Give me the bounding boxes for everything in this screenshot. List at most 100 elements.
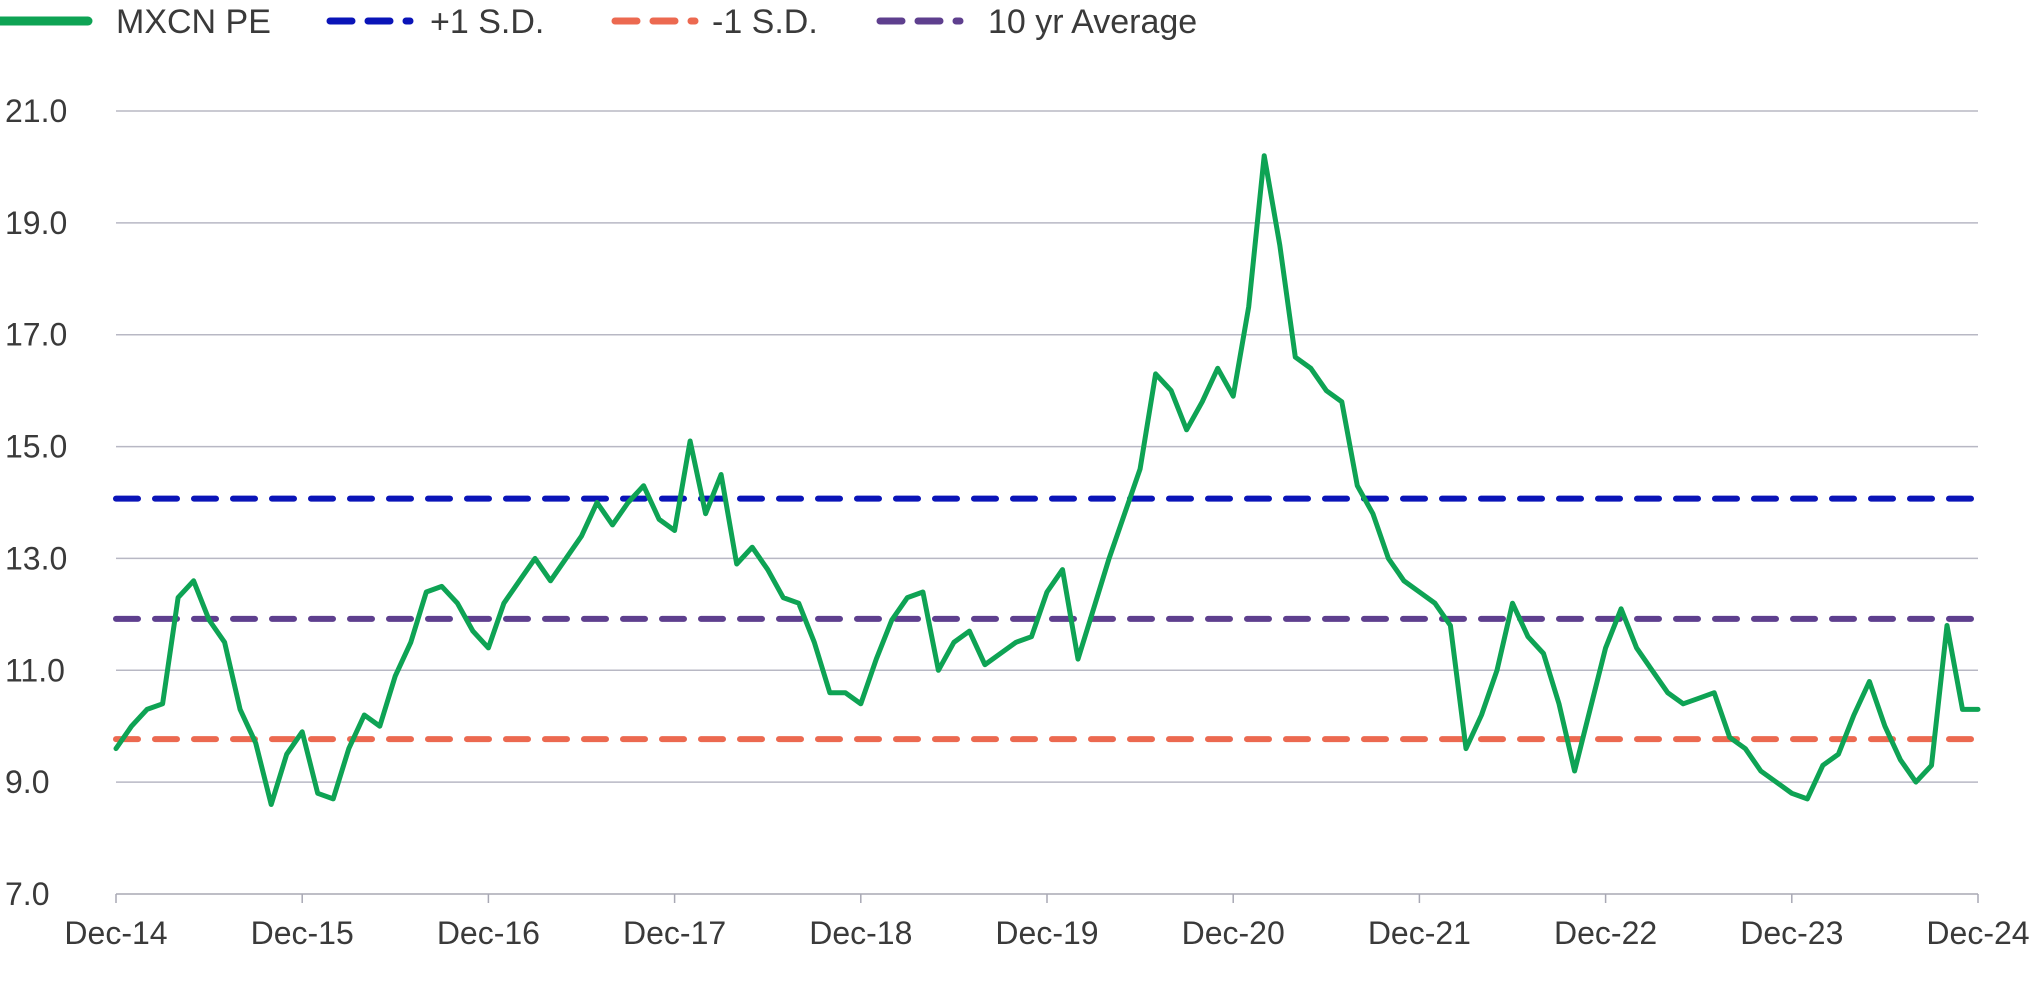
x-tick-label: Dec-22 (1554, 915, 1657, 951)
legend: MXCN PE +1 S.D. -1 S.D. 10 yr Average (0, 3, 1197, 41)
data-point-mxcn-pe (736, 563, 738, 565)
data-point-mxcn-pe (301, 731, 303, 733)
x-tick-label: Dec-24 (1926, 915, 2029, 951)
data-point-mxcn-pe (1837, 753, 1839, 755)
data-point-mxcn-pe (1962, 708, 1963, 710)
data-point-mxcn-pe (1418, 591, 1420, 593)
series-line-mxcn-pe (113, 153, 1981, 807)
data-point-mxcn-pe (1775, 781, 1777, 783)
data-point-mxcn-pe (674, 530, 676, 531)
data-point-mxcn-pe (348, 748, 350, 750)
y-tick-label: 13.0 (5, 540, 67, 576)
data-point-mxcn-pe (922, 591, 924, 593)
data-point-mxcn-pe (798, 602, 800, 604)
data-point-mxcn-pe (1248, 306, 1250, 308)
data-point-mxcn-pe (751, 546, 753, 548)
legend-label-minus-1-sd: -1 S.D. (712, 3, 818, 41)
data-point-mxcn-pe (1263, 155, 1265, 157)
data-point-mxcn-pe (1015, 641, 1017, 643)
data-point-mxcn-pe (1310, 367, 1312, 369)
data-point-mxcn-pe (720, 474, 722, 475)
data-point-mxcn-pe (1325, 390, 1327, 392)
x-tick-label: Dec-15 (251, 915, 354, 951)
data-point-mxcn-pe (1822, 764, 1824, 766)
data-point-mxcn-pe (1682, 703, 1684, 705)
data-point-mxcn-pe (813, 641, 815, 643)
y-tick-label: 7.0 (5, 876, 49, 912)
data-point-mxcn-pe (705, 513, 707, 515)
data-point-mxcn-pe (643, 485, 645, 487)
data-point-mxcn-pe (1201, 401, 1203, 403)
data-point-mxcn-pe (1806, 798, 1808, 800)
data-point-mxcn-pe (1155, 373, 1157, 375)
legend-label-mxcn-pe: MXCN PE (116, 3, 271, 41)
data-point-mxcn-pe (1729, 736, 1731, 738)
data-point-mxcn-pe (1760, 770, 1762, 772)
data-point-mxcn-pe (1093, 608, 1095, 610)
data-point-mxcn-pe (1186, 429, 1188, 431)
x-axis: Dec-14 Dec-15 Dec-16 Dec-17 Dec-18 Dec-19 Dec-… (64, 893, 2030, 951)
data-point-mxcn-pe (394, 675, 396, 677)
data-point-mxcn-pe (937, 669, 939, 671)
data-point-mxcn-pe (767, 569, 769, 571)
data-point-mxcn-pe (1046, 591, 1048, 593)
data-point-mxcn-pe (363, 714, 365, 716)
x-tick-label: Dec-19 (995, 915, 1098, 951)
legend-item-plus-1-sd: +1 S.D. (326, 3, 544, 41)
data-point-mxcn-pe (906, 597, 908, 599)
data-point-mxcn-pe (1294, 356, 1296, 358)
data-point-mxcn-pe (1077, 658, 1079, 660)
data-point-mxcn-pe (1915, 781, 1917, 783)
data-point-mxcn-pe (1512, 602, 1513, 604)
data-point-mxcn-pe (1744, 748, 1746, 750)
legend-label-plus-1-sd: +1 S.D. (430, 3, 544, 41)
data-point-mxcn-pe (146, 708, 148, 710)
data-point-mxcn-pe (596, 502, 598, 503)
data-point-mxcn-pe (1667, 692, 1669, 694)
data-point-mxcn-pe (425, 591, 427, 593)
data-point-mxcn-pe (472, 630, 474, 632)
data-point-mxcn-pe (689, 440, 691, 442)
data-point-mxcn-pe (379, 725, 381, 727)
data-point-mxcn-pe (193, 580, 195, 582)
data-point-mxcn-pe (1481, 714, 1482, 716)
data-point-mxcn-pe (1651, 669, 1653, 671)
data-point-mxcn-pe (999, 653, 1001, 654)
data-point-mxcn-pe (1170, 390, 1172, 392)
data-point-mxcn-pe (1403, 580, 1405, 582)
data-point-mxcn-pe (1558, 703, 1560, 705)
data-point-mxcn-pe (1356, 485, 1358, 487)
data-point-mxcn-pe (1341, 401, 1343, 403)
x-tick-label: Dec-14 (64, 915, 167, 951)
data-point-mxcn-pe (1217, 367, 1219, 369)
data-point-mxcn-pe (332, 798, 334, 800)
data-point-mxcn-pe (270, 804, 272, 805)
data-point-mxcn-pe (286, 753, 288, 755)
data-point-mxcn-pe (1931, 764, 1932, 766)
data-point-mxcn-pe (1108, 557, 1110, 559)
gridlines (116, 110, 1978, 783)
data-point-mxcn-pe (177, 597, 179, 599)
legend-label-10yr-average: 10 yr Average (988, 3, 1197, 41)
y-axis: 7.0 9.0 11.0 13.0 15.0 17.0 19.0 21.0 (5, 93, 67, 912)
data-point-mxcn-pe (1791, 792, 1793, 794)
data-point-mxcn-pe (860, 703, 862, 705)
data-point-mxcn-pe (1589, 708, 1591, 710)
data-point-mxcn-pe (487, 647, 489, 649)
legend-item-minus-1-sd: -1 S.D. (611, 3, 818, 41)
data-point-mxcn-pe (953, 641, 955, 643)
data-point-mxcn-pe (1636, 647, 1638, 649)
reference-lines (113, 495, 1981, 743)
data-point-mxcn-pe (1884, 725, 1886, 727)
data-point-mxcn-pe (1139, 468, 1141, 470)
y-tick-label: 11.0 (5, 652, 65, 688)
data-point-mxcn-pe (627, 502, 629, 503)
data-point-mxcn-pe (1868, 681, 1870, 682)
data-point-mxcn-pe (612, 524, 613, 526)
data-point-mxcn-pe (534, 557, 536, 559)
data-point-mxcn-pe (1605, 647, 1607, 649)
data-point-mxcn-pe (317, 792, 319, 794)
y-tick-label: 15.0 (5, 429, 67, 465)
data-point-mxcn-pe (1574, 770, 1576, 772)
